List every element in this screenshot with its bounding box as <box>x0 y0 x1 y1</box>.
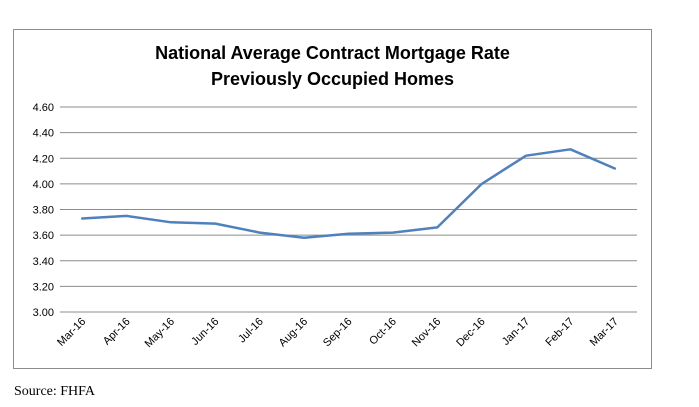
y-tick-label: 4.40 <box>33 128 54 140</box>
x-tick-label: Mar-17 <box>588 316 621 349</box>
x-tick-label: Nov-16 <box>410 316 444 350</box>
y-tick-label: 3.60 <box>33 230 54 242</box>
chart-title-line-2: Previously Occupied Homes <box>210 69 455 89</box>
y-tick-label: 3.20 <box>33 281 54 293</box>
x-axis-ticks: Mar-16 Apr-16 May-16 Jun-16 Jul-16 Aug-16 Sep-… <box>55 316 621 350</box>
x-tick-label: Jul-16 <box>236 316 266 346</box>
series-line <box>80 148 617 239</box>
x-tick-label: Jun-16 <box>189 316 221 348</box>
x-tick-label: Apr-16 <box>101 316 133 348</box>
x-tick-label: Dec-16 <box>454 316 488 350</box>
x-tick-label: Aug-16 <box>277 316 311 350</box>
x-tick-label: May-16 <box>143 316 177 350</box>
x-tick-label: Mar-16 <box>55 316 88 349</box>
chart-title-line-1: National Average Contract Mortgage Rate <box>155 43 510 63</box>
x-tick-label: Jan-17 <box>500 316 532 348</box>
y-tick-label: 3.40 <box>33 256 54 268</box>
x-tick-label: Oct-16 <box>367 316 399 348</box>
y-tick-label: 4.20 <box>33 153 54 165</box>
y-tick-label: 4.60 <box>33 102 54 114</box>
series-group <box>80 148 617 239</box>
x-tick-label: Feb-17 <box>543 316 576 349</box>
gridlines <box>60 106 637 313</box>
y-tick-label: 3.00 <box>33 307 54 319</box>
y-axis-ticks: 3.00 3.20 3.40 3.60 3.80 4.00 4.20 4.40 4.60 <box>33 102 54 319</box>
y-tick-label: 3.80 <box>33 205 54 217</box>
x-tick-label: Sep-16 <box>321 316 355 350</box>
source-note: Source: FHFA <box>14 384 96 399</box>
chart-title: National Average Contract Mortgage Rate … <box>13 40 652 92</box>
y-tick-label: 4.00 <box>33 179 54 191</box>
